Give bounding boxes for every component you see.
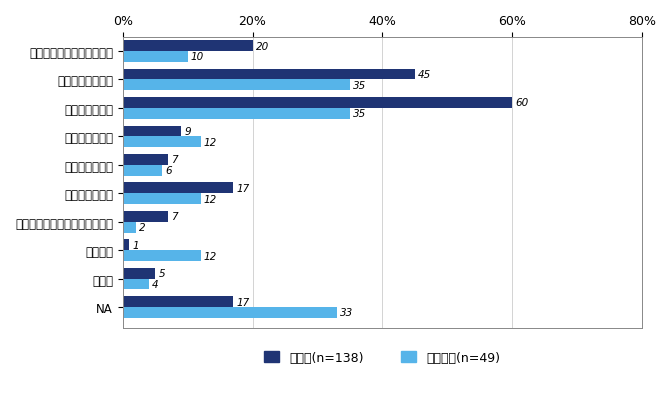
Text: 12: 12	[204, 138, 217, 147]
Text: 33: 33	[340, 308, 354, 318]
Bar	[123, 183, 233, 194]
Bar	[123, 165, 162, 176]
Bar	[123, 98, 512, 109]
Bar	[123, 80, 350, 91]
Bar	[123, 307, 337, 318]
Text: 9: 9	[185, 127, 191, 137]
Bar	[123, 268, 155, 279]
Text: 12: 12	[204, 194, 217, 204]
Text: 2: 2	[139, 223, 146, 233]
Bar	[123, 52, 188, 63]
Text: 6: 6	[165, 166, 172, 176]
Bar	[123, 194, 201, 204]
Text: 5: 5	[158, 268, 165, 278]
Bar	[123, 222, 136, 233]
Text: 35: 35	[353, 109, 366, 119]
Text: 17: 17	[236, 297, 250, 307]
Bar	[123, 69, 415, 80]
Text: 45: 45	[418, 70, 431, 80]
Text: 7: 7	[171, 212, 178, 222]
Bar	[123, 240, 130, 251]
Bar	[123, 41, 252, 52]
Bar	[123, 126, 181, 137]
Text: 20: 20	[256, 41, 269, 52]
Text: 7: 7	[171, 155, 178, 165]
Bar	[123, 279, 149, 290]
Text: 60: 60	[515, 98, 529, 108]
Text: 10: 10	[191, 52, 204, 62]
Text: 4: 4	[152, 279, 158, 290]
Bar	[123, 109, 350, 119]
Bar	[123, 297, 233, 307]
Text: 35: 35	[353, 81, 366, 90]
Bar	[123, 137, 201, 148]
Legend: 回答者(n=138), 未回答者(n=49): 回答者(n=138), 未回答者(n=49)	[260, 346, 505, 369]
Text: 1: 1	[132, 240, 139, 250]
Bar	[123, 211, 168, 222]
Text: 12: 12	[204, 251, 217, 261]
Bar	[123, 251, 201, 261]
Bar	[123, 154, 168, 165]
Text: 17: 17	[236, 183, 250, 193]
